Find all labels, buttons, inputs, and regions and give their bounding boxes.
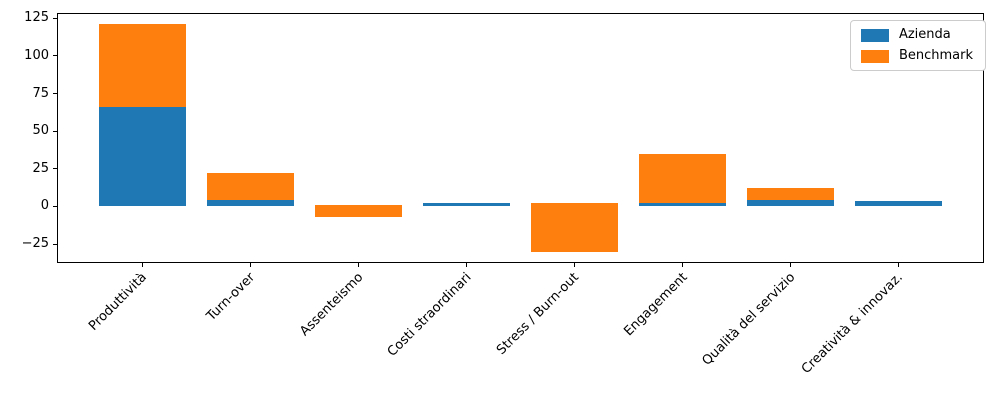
plot-area xyxy=(57,13,984,263)
legend-label-azienda: Azienda xyxy=(898,27,951,42)
y-tick-label-25: 25 xyxy=(32,160,49,176)
x-tick-label-costi-straordinari: Costi straordinari xyxy=(384,270,475,360)
x-tick-label-creativit-innovaz: Creatività & innovaz. xyxy=(799,270,907,377)
x-tickmark-engagement xyxy=(682,263,684,267)
y-tick-label-0: 0 xyxy=(40,198,49,214)
y-tick-label--25: −25 xyxy=(21,236,49,252)
y-tick-label-125: 125 xyxy=(24,10,49,26)
x-tickmark-stress-burn-out xyxy=(574,263,576,267)
legend-item-benchmark: Benchmark xyxy=(860,48,973,63)
x-tick-label-turn-over: Turn-over xyxy=(203,270,258,325)
x-tickmark-qualit-del-servizio xyxy=(790,263,792,267)
legend: Azienda Benchmark xyxy=(849,20,986,71)
x-tickmark-turn-over xyxy=(249,263,251,267)
legend-swatch-azienda xyxy=(860,28,889,42)
x-tick-label-qualit-del-servizio: Qualità del servizio xyxy=(699,270,799,369)
legend-swatch-benchmark xyxy=(860,49,889,63)
x-tickmark-creativit-innovaz xyxy=(898,263,900,267)
x-tick-label-assenteismo: Assenteismo xyxy=(296,270,367,340)
x-tick-label-stress-burn-out: Stress / Burn-out xyxy=(494,270,583,358)
legend-item-azienda: Azienda xyxy=(860,27,973,42)
x-tickmark-costi-straordinari xyxy=(465,263,467,267)
y-tick-label-50: 50 xyxy=(32,123,49,139)
x-tick-label-engagement: Engagement xyxy=(620,270,691,340)
x-tickmark-assenteismo xyxy=(357,263,359,267)
legend-label-benchmark: Benchmark xyxy=(898,48,973,63)
y-tick-label-75: 75 xyxy=(32,85,49,101)
y-tick-label-100: 100 xyxy=(24,47,49,63)
x-tick-label-produttivit: Produttività xyxy=(86,270,150,334)
x-tickmark-produttivit xyxy=(141,263,143,267)
